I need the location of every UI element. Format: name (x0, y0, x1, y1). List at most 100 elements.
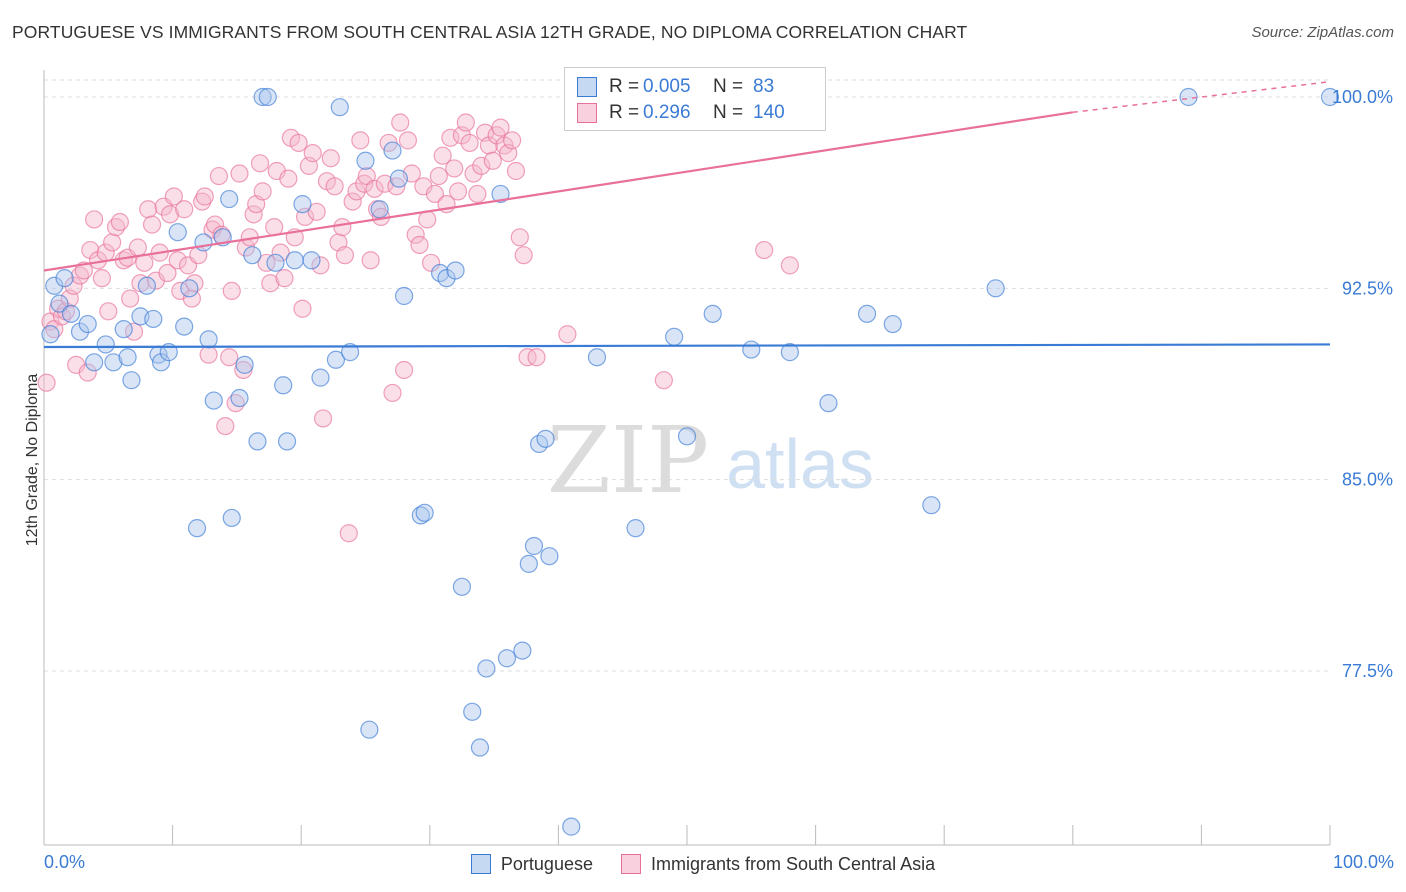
immigrants-point (558, 325, 577, 344)
immigrants-point (253, 182, 272, 201)
portuguese-point (446, 261, 465, 280)
immigrants-point (425, 184, 445, 204)
portuguese-point (857, 304, 877, 323)
immigrants-point (321, 149, 340, 168)
immigrants-point (514, 246, 533, 265)
portuguese-point (497, 649, 517, 668)
portuguese-point (258, 87, 277, 107)
immigrants-point (339, 524, 358, 543)
portuguese-point (389, 169, 409, 188)
legend-n-label: N = (713, 76, 744, 97)
portuguese-point (230, 388, 249, 408)
immigrants-point (195, 187, 214, 206)
immigrants-point (209, 166, 228, 186)
y-tick-label: 92.5% (1342, 278, 1393, 298)
portuguese-point (587, 348, 607, 367)
source-label: Source: ZipAtlas.com (1251, 24, 1394, 41)
immigrants-point (293, 299, 312, 318)
portuguese-point (285, 251, 304, 270)
portuguese-point (819, 394, 838, 413)
portuguese-point (452, 577, 472, 596)
immigrants-point (199, 345, 218, 364)
portuguese-point (137, 276, 156, 295)
immigrants-point (375, 174, 394, 193)
immigrants-point (139, 200, 158, 219)
series-legend: Portuguese Immigrants from South Central… (0, 852, 1406, 876)
portuguese-point (45, 276, 64, 295)
legend-n-value: 140 (753, 102, 785, 123)
immigrants-point (347, 182, 366, 201)
portuguese-point (986, 279, 1005, 298)
immigrants-point (448, 182, 468, 201)
y-tick-label: 85.0% (1342, 470, 1393, 490)
immigrants-point (216, 416, 235, 436)
portuguese-point (204, 391, 223, 410)
immigrants-point (527, 348, 546, 367)
portuguese-point (470, 738, 490, 757)
immigrants-point (275, 269, 294, 288)
portuguese-point (477, 659, 496, 678)
immigrants-point (81, 240, 100, 260)
legend-n-label: N = (713, 102, 744, 123)
portuguese-point (463, 702, 482, 721)
immigrants-point (429, 166, 448, 186)
immigrants-point (128, 238, 147, 257)
portuguese-point (360, 720, 379, 739)
portuguese-point (187, 519, 207, 538)
immigrants-point (265, 218, 284, 237)
portuguese-point (540, 547, 559, 566)
immigrants-point (250, 154, 270, 173)
portuguese-point (55, 269, 74, 288)
immigrants-point (279, 169, 298, 188)
legend-item-immigrants[interactable]: Immigrants from South Central Asia (620, 854, 935, 875)
portuguese-point (922, 496, 941, 515)
portuguese-point (677, 427, 697, 446)
immigrants-point (433, 146, 452, 165)
portuguese-point (96, 335, 115, 354)
legend-item-portuguese[interactable]: Portuguese (470, 853, 593, 875)
portuguese-point (703, 304, 722, 323)
immigrants-point (121, 289, 140, 308)
immigrants-point (510, 228, 529, 247)
portuguese-point (626, 519, 645, 538)
legend-label-portuguese: Portuguese (500, 853, 593, 874)
portuguese-point (61, 304, 81, 323)
legend-row-portuguese: R = 0.005 N = 83 (577, 75, 774, 99)
immigrants-trend-extension (1072, 80, 1331, 114)
portuguese-point (383, 141, 402, 160)
immigrants-point (506, 161, 526, 181)
portuguese-point (340, 343, 360, 362)
immigrants-point (365, 179, 384, 198)
legend-n-value: 83 (753, 76, 775, 97)
portuguese-point (151, 353, 171, 372)
immigrants-point (230, 164, 249, 183)
portuguese-point (665, 327, 684, 346)
portuguese-point (180, 279, 199, 298)
watermark-atlas: atlas (726, 425, 874, 503)
immigrants-point (92, 269, 111, 288)
legend-r-value: 0.005 (643, 76, 691, 97)
immigrants-point (351, 131, 370, 150)
legend-swatch-pink (577, 103, 597, 123)
immigrants-point (343, 192, 362, 211)
portuguese-point (562, 817, 581, 836)
watermark-zip: ZIP (547, 407, 709, 514)
immigrants-point (464, 164, 483, 183)
y-tick-label: 100.0% (1332, 87, 1393, 107)
portuguese-point (1179, 87, 1198, 107)
immigrants-point (261, 274, 280, 293)
immigrants-point (333, 218, 352, 237)
portuguese-point (41, 325, 60, 344)
y-tick-label: 77.5% (1342, 661, 1393, 681)
immigrants-point (383, 383, 402, 403)
immigrants-point (220, 348, 239, 367)
portuguese-point (222, 508, 241, 528)
immigrants-point (780, 256, 799, 275)
portuguese-point (104, 353, 123, 372)
immigrants-point (110, 212, 129, 232)
portuguese-point (519, 554, 538, 573)
stats-legend: R = 0.005 N = 83 R = 0.296 N = 140 (564, 67, 826, 131)
portuguese-point (50, 294, 69, 313)
immigrants-point (325, 177, 344, 196)
portuguese-point (1320, 87, 1340, 107)
